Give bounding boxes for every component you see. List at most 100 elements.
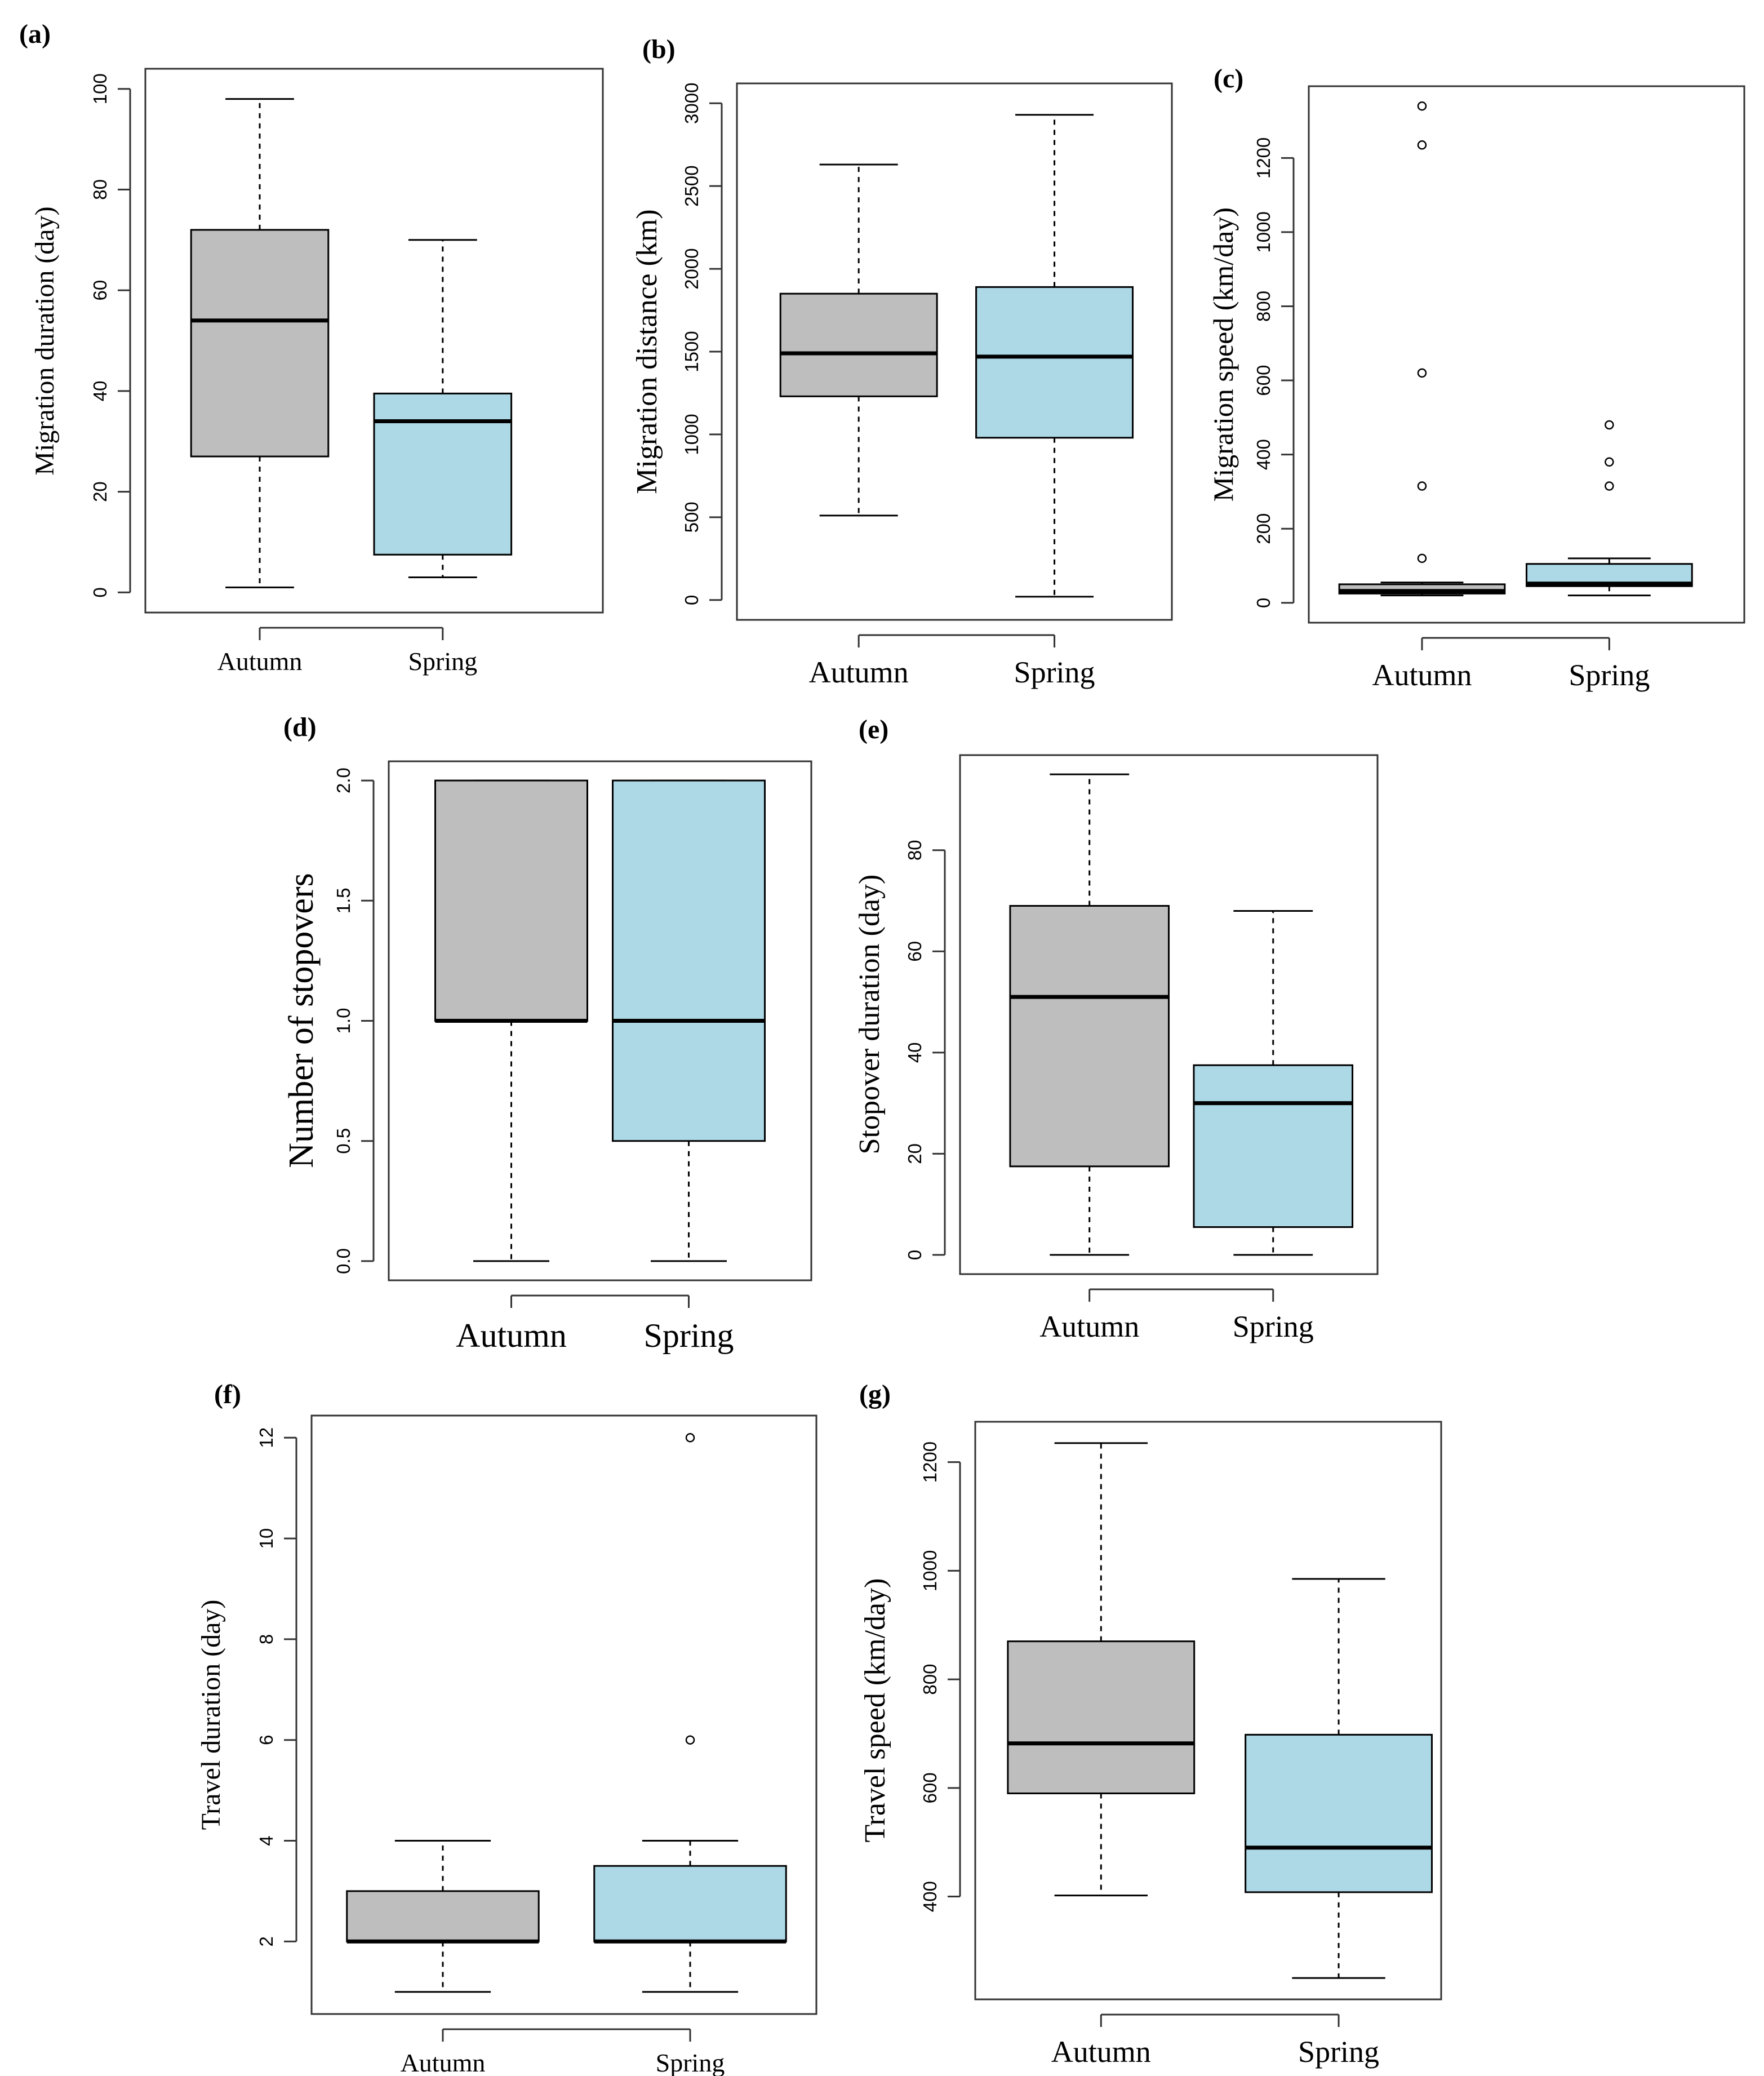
outlier-point [1605, 420, 1614, 430]
category-label-a-spring: Spring [408, 647, 477, 676]
box-f-autumn: Autumn [346, 1840, 540, 2076]
y-tick-label-e: 80 [904, 840, 925, 860]
y-tick-label-b: 1500 [681, 331, 702, 372]
y-tick-label-a: 40 [90, 380, 110, 401]
y-tick-label-g: 1000 [919, 1550, 940, 1591]
iqr-box [1009, 904, 1170, 1168]
y-tick-label-b: 2000 [681, 248, 702, 289]
category-label-e-autumn: Autumn [1039, 1310, 1139, 1343]
panel-e: (e) 0 20 40 60 80 Stopover duration (day) Autum… [854, 715, 1379, 1343]
panel-label-f: (f) [214, 1379, 241, 1409]
y-tick-label-c: 400 [1253, 439, 1274, 470]
box-e-autumn: Autumn [1009, 773, 1170, 1343]
plot-frame-c [1308, 85, 1745, 624]
category-label-e-spring: Spring [1233, 1310, 1314, 1343]
box-g-autumn: Autumn [1007, 1442, 1196, 2069]
y-tick-label-c: 600 [1253, 365, 1274, 396]
iqr-box [593, 1865, 787, 1942]
category-label-b-spring: Spring [1014, 655, 1095, 689]
y-tick-label-f: 12 [256, 1427, 277, 1448]
panel-a: (a) 0 20 40 60 80 100 Migration duration (day) A… [19, 19, 604, 676]
y-tick-label-f: 4 [256, 1835, 277, 1846]
box-c-autumn: Autumn [1338, 101, 1506, 692]
outlier-point [1417, 553, 1427, 564]
y-tick-label-d: 1.0 [333, 1008, 354, 1034]
y-tick-label-g: 600 [919, 1772, 940, 1803]
y-tick-label-d: 1.5 [333, 888, 354, 913]
panel-label-d: (d) [283, 712, 317, 742]
plot-frame-d [388, 760, 812, 1281]
y-tick-label-e: 40 [904, 1042, 925, 1063]
outlier-point [1605, 481, 1614, 491]
y-tick-label-b: 3000 [681, 83, 702, 124]
y-tick-label-a: 60 [90, 280, 110, 301]
panel-label-e: (e) [859, 715, 888, 744]
y-tick-label-b: 0 [681, 595, 702, 605]
category-label-g-autumn: Autumn [1051, 2035, 1151, 2069]
panel-label-c: (c) [1214, 64, 1243, 94]
outlier-point [685, 1735, 695, 1745]
iqr-box [1193, 1064, 1354, 1228]
plot-frame-b [736, 82, 1173, 621]
y-axis-label-b: Migration distance (km) [631, 209, 663, 494]
box-b-spring: Spring [975, 114, 1134, 689]
category-label-c-autumn: Autumn [1372, 658, 1472, 692]
y-axis-label-f: Travel duration (day) [196, 1600, 226, 1830]
iqr-box [1245, 1733, 1433, 1893]
panel-b: (b) 0 500 1000 1500 2000 2500 3000 Migration dis… [631, 34, 1173, 689]
iqr-box [975, 286, 1134, 439]
y-axis-label-c: Migration speed (km/day) [1207, 207, 1239, 502]
plot-frame-a [144, 68, 604, 614]
y-axis-label-e: Stopover duration (day) [854, 875, 886, 1155]
y-tick-label-e: 60 [904, 941, 925, 962]
iqr-box [190, 229, 330, 458]
y-tick-label-b: 2500 [681, 165, 702, 206]
y-tick-label-a: 100 [90, 73, 110, 104]
panel-label-a: (a) [19, 19, 51, 49]
box-d-spring: Spring [612, 779, 766, 1354]
y-tick-label-b: 500 [681, 502, 702, 533]
y-tick-label-c: 0 [1253, 598, 1274, 608]
y-tick-label-c: 1200 [1253, 137, 1274, 179]
y-tick-label-a: 80 [90, 179, 110, 200]
y-axis-label-a: Migration duration (day) [30, 206, 60, 475]
panel-label-g: (g) [859, 1379, 891, 1409]
y-axis-label-g: Travel speed (km/day) [859, 1578, 891, 1843]
plot-frame-g [974, 1421, 1442, 2000]
box-a-autumn: Autumn [190, 98, 330, 676]
category-label-f-autumn: Autumn [401, 2048, 486, 2076]
y-tick-label-d: 2.0 [333, 768, 354, 793]
iqr-box [1007, 1640, 1196, 1794]
y-tick-label-b: 1000 [681, 414, 702, 455]
outlier-point [1417, 481, 1427, 491]
y-tick-label-g: 800 [919, 1664, 940, 1695]
y-tick-label-d: 0.0 [333, 1248, 354, 1274]
y-tick-label-a: 20 [90, 481, 110, 502]
y-tick-label-c: 800 [1253, 291, 1274, 322]
plot-frame-e [959, 754, 1379, 1275]
outlier-point [1417, 368, 1427, 378]
y-tick-label-f: 6 [256, 1735, 277, 1745]
y-tick-label-d: 0.5 [333, 1128, 354, 1154]
y-tick-label-e: 20 [904, 1143, 925, 1164]
y-tick-label-f: 2 [256, 1936, 277, 1946]
category-label-g-spring: Spring [1298, 2035, 1379, 2069]
y-tick-label-g: 400 [919, 1881, 940, 1912]
y-tick-label-f: 10 [256, 1528, 277, 1549]
category-label-d-autumn: Autumn [456, 1317, 567, 1354]
outlier-point [1417, 101, 1427, 111]
iqr-box [346, 1890, 540, 1942]
y-tick-label-e: 0 [904, 1250, 925, 1260]
iqr-box [779, 292, 938, 397]
box-e-spring: Spring [1193, 910, 1354, 1343]
y-tick-label-c: 1000 [1253, 211, 1274, 252]
y-tick-label-c: 200 [1253, 513, 1274, 544]
y-tick-label-a: 0 [90, 587, 110, 597]
box-g-spring: Spring [1245, 1578, 1433, 2069]
category-label-f-spring: Spring [656, 2048, 725, 2076]
panel-label-b: (b) [642, 34, 676, 64]
outlier-point [685, 1433, 695, 1443]
box-a-spring: Spring [373, 239, 513, 676]
y-tick-label-g: 1200 [919, 1441, 940, 1483]
